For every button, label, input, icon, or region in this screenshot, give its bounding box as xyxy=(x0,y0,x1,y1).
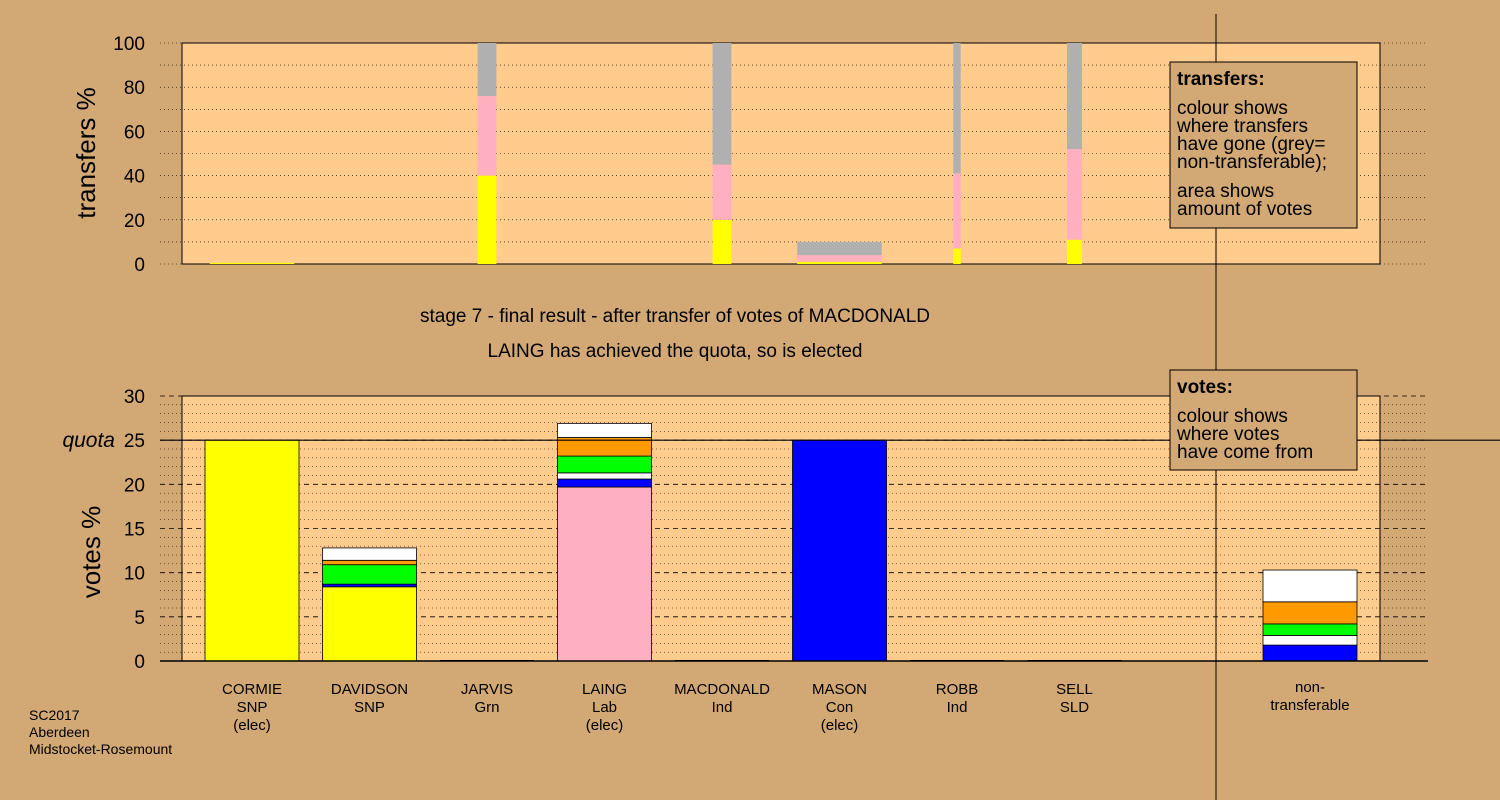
candidate-name: DAVIDSON xyxy=(331,681,408,698)
candidate-status: (elec) xyxy=(586,717,624,734)
transfer-segment-snp xyxy=(712,219,732,264)
votes-y-axis-title: votes % xyxy=(76,506,106,599)
vote-segment-sld xyxy=(322,547,417,561)
vote-segment-sld xyxy=(1262,569,1358,603)
candidate-party: Grn xyxy=(474,699,499,716)
candidate-labels: CORMIESNP(elec)DAVIDSONSNPJARVISGrnLAING… xyxy=(222,679,1350,734)
transfer-segment-snp xyxy=(477,175,497,264)
votes-y-tick-label: 25 xyxy=(124,431,145,452)
transfers-legend-line: non-transferable); xyxy=(1177,152,1327,173)
transfer-segment-snp xyxy=(797,261,882,264)
vote-segment-con xyxy=(792,439,887,662)
candidate-name: JARVIS xyxy=(461,681,513,698)
candidate-name: LAING xyxy=(582,681,627,698)
footer-election: SC2017 xyxy=(29,707,80,723)
vote-segment-sld xyxy=(557,472,652,480)
vote-segment-ind xyxy=(1262,601,1358,625)
candidate-party: SNP xyxy=(237,699,268,716)
candidate-name: CORMIE xyxy=(222,681,282,698)
footer-ward: Midstocket-Rosemount xyxy=(29,741,172,757)
candidate-status: (elec) xyxy=(821,717,859,734)
transfers-legend-line: area shows xyxy=(1177,181,1274,202)
candidate-party: Lab xyxy=(592,699,617,716)
votes-y-tick-label: 30 xyxy=(124,387,145,408)
vote-segment-grn xyxy=(557,455,652,474)
votes-y-tick-label: 15 xyxy=(124,520,145,541)
votes-y-tick-label: 0 xyxy=(134,652,145,673)
transfers-y-tick-label: 80 xyxy=(124,78,145,99)
transfers-legend-line: amount of votes xyxy=(1177,199,1312,220)
transfers-legend-line: colour shows xyxy=(1177,98,1288,119)
transfers-legend-line: have gone (grey= xyxy=(1177,134,1325,155)
vote-segment-snp xyxy=(204,439,300,662)
votes-legend: votes: colour shows where votes have com… xyxy=(1169,369,1358,471)
vote-segment-grn xyxy=(1262,623,1358,636)
result-caption: LAING has achieved the quota, so is elec… xyxy=(488,341,863,362)
stage-caption: stage 7 - final result - after transfer … xyxy=(420,306,930,327)
transfer-segment-nt xyxy=(1066,43,1083,150)
nontransferable-label: non- xyxy=(1295,679,1325,696)
transfers-y-tick-label: 40 xyxy=(124,167,145,188)
vote-segment-con xyxy=(1262,644,1358,662)
nontransferable-label: transferable xyxy=(1270,697,1349,714)
votes-y-tick-label: 5 xyxy=(134,608,145,629)
transfers-y-tick-label: 20 xyxy=(124,211,145,232)
candidate-name: ROBB xyxy=(936,681,979,698)
vote-segment-sld xyxy=(1262,634,1358,646)
transfer-segment-nt xyxy=(953,43,961,174)
transfer-segment-lab xyxy=(477,96,497,176)
candidate-party: SNP xyxy=(354,699,385,716)
candidate-party: Con xyxy=(826,699,854,716)
transfers-y-tick-label: 100 xyxy=(113,34,145,55)
vote-segment-ind xyxy=(322,559,417,566)
vote-segment-sld xyxy=(557,422,652,438)
transfer-segment-nt xyxy=(797,241,882,256)
vote-segment-grn xyxy=(322,564,417,585)
votes-legend-line: where votes xyxy=(1176,424,1279,445)
votes-y-tick-label: 10 xyxy=(124,564,145,585)
transfers-legend-title: transfers: xyxy=(1177,69,1265,90)
votes-bars xyxy=(204,422,1358,662)
transfers-y-ticks: 0 20 40 60 80 100 xyxy=(113,34,145,276)
transfer-segment-lab xyxy=(1066,149,1083,240)
transfer-segment-lab xyxy=(797,255,882,262)
candidate-name: MASON xyxy=(812,681,867,698)
votes-y-tick-label: 20 xyxy=(124,475,145,496)
candidate-name: SELL xyxy=(1056,681,1093,698)
transfer-segment-snp xyxy=(1066,239,1083,264)
transfers-y-axis-title: transfers % xyxy=(71,87,101,219)
transfer-segment-nt xyxy=(712,43,732,165)
votes-legend-title: votes: xyxy=(1177,377,1233,398)
transfers-y-tick-label: 0 xyxy=(134,255,145,276)
transfer-segment-lab xyxy=(953,173,961,249)
votes-legend-line: have come from xyxy=(1177,442,1313,463)
votes-y-ticks: 0 5 10 15 20 25 30 xyxy=(124,387,145,673)
transfers-legend-line: where transfers xyxy=(1176,116,1308,137)
transfer-segment-snp xyxy=(209,262,295,264)
vote-segment-snp xyxy=(322,586,417,662)
transfers-legend: transfers: colour shows where transfers … xyxy=(1169,61,1358,229)
footer-council: Aberdeen xyxy=(29,724,90,740)
transfer-segment-snp xyxy=(953,248,961,264)
vote-segment-con xyxy=(557,478,652,488)
votes-legend-line: colour shows xyxy=(1177,406,1288,427)
vote-segment-lab xyxy=(557,486,652,662)
transfers-bars xyxy=(209,43,1083,264)
transfers-y-tick-label: 60 xyxy=(124,122,145,143)
transfer-segment-nt xyxy=(477,43,497,97)
candidate-name: MACDONALD xyxy=(674,681,770,698)
candidate-party: Ind xyxy=(947,699,968,716)
candidate-status: (elec) xyxy=(233,717,271,734)
candidate-party: SLD xyxy=(1060,699,1089,716)
candidate-party: Ind xyxy=(712,699,733,716)
quota-label: quota xyxy=(62,429,115,452)
transfer-segment-lab xyxy=(712,164,732,220)
